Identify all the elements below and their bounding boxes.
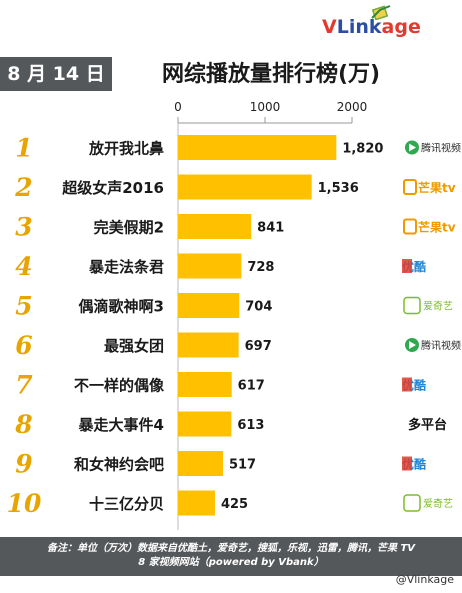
ranking-chart: 0 1000 2000 1 放开我北鼻 1,820 腾讯视频 2 超级女声2016 1,536 芒果… — [7, 100, 461, 530]
logo-age: age — [381, 16, 421, 38]
logo-v: V — [322, 16, 337, 38]
value-label: 1,820 — [342, 142, 383, 157]
date-label: 8 月 14 日 — [0, 57, 112, 91]
value-label: 1,536 — [318, 181, 359, 196]
x-tick-label: 2000 — [337, 100, 368, 114]
platform-label: 腾讯视频 — [421, 142, 461, 155]
rank-label: 2 — [14, 173, 32, 202]
footer-note: 备注：单位（万次）数据来自优酷土，爱奇艺，搜狐，乐视，迅雷，腾讯，芒果 TV 8… — [0, 537, 462, 576]
value-label: 617 — [238, 379, 265, 394]
value-label: 728 — [247, 260, 274, 275]
rank-label: 6 — [15, 331, 32, 360]
category-label: 不一样的偶像 — [74, 377, 165, 395]
bar — [178, 490, 215, 516]
watermark: @Vlinkage — [395, 573, 454, 586]
mango-icon — [403, 179, 417, 195]
youku-icon — [402, 456, 412, 471]
tencent-play-icon — [409, 341, 416, 349]
category-label: 完美假期2 — [94, 219, 164, 237]
category-label: 最强女团 — [104, 337, 164, 355]
rank-label: 4 — [15, 252, 32, 281]
category-label: 放开我北鼻 — [88, 140, 164, 158]
rank-label: 1 — [15, 134, 32, 163]
platform-label: 多平台 — [408, 417, 447, 433]
category-label: 和女神约会吧 — [74, 456, 164, 474]
value-label: 841 — [257, 221, 284, 236]
bar — [178, 411, 232, 437]
value-label: 697 — [245, 339, 272, 354]
iqiyi-icon — [403, 494, 421, 512]
bar — [178, 135, 337, 160]
bar — [178, 293, 240, 318]
youku-icon — [402, 377, 412, 392]
bar — [178, 174, 312, 200]
value-label: 704 — [245, 300, 272, 315]
chart-title: 网综播放量排行榜(万) — [162, 62, 381, 87]
platform-label: 芒果tv — [418, 220, 456, 235]
footer-line-2: 8 家视频网站（powered by Vbank） — [138, 557, 324, 568]
category-label: 超级女声2016 — [61, 179, 164, 197]
platform-label: 芒果tv — [418, 180, 456, 195]
platform-label: 爱奇艺 — [423, 497, 453, 510]
category-label: 偶滴歌神啊3 — [79, 298, 164, 316]
footer-line-1: 备注：单位（万次）数据来自优酷土，爱奇艺，搜狐，乐视，迅雷，腾讯，芒果 TV — [46, 543, 416, 554]
bar — [178, 451, 223, 476]
bar — [178, 372, 232, 397]
mango-icon — [403, 218, 417, 235]
platform-label: 爱奇艺 — [423, 300, 453, 313]
vlinkage-logo: VLinkage — [322, 16, 421, 38]
x-tick-label: 1000 — [250, 100, 281, 114]
category-label: 暴走大事件4 — [79, 416, 164, 434]
value-label: 425 — [221, 497, 248, 512]
rank-label: 3 — [15, 213, 32, 242]
bar — [178, 253, 242, 279]
logo-link: Link — [336, 16, 382, 38]
rank-label: 5 — [15, 292, 32, 321]
iqiyi-icon — [403, 296, 421, 315]
rank-label: 7 — [15, 371, 33, 400]
value-label: 613 — [237, 418, 264, 433]
youku-icon — [402, 259, 412, 273]
value-label: 517 — [229, 458, 256, 473]
rank-label: 8 — [14, 410, 32, 439]
bar — [178, 214, 252, 239]
x-tick-label: 0 — [174, 100, 182, 114]
tencent-play-icon — [409, 143, 416, 152]
bar — [178, 332, 239, 358]
category-label: 十三亿分贝 — [89, 495, 164, 513]
rank-label: 10 — [7, 489, 42, 518]
logo-mark-icon — [371, 5, 391, 20]
rank-label: 9 — [15, 450, 32, 479]
category-label: 暴走法条君 — [89, 258, 164, 276]
platform-label: 腾讯视频 — [421, 339, 461, 352]
